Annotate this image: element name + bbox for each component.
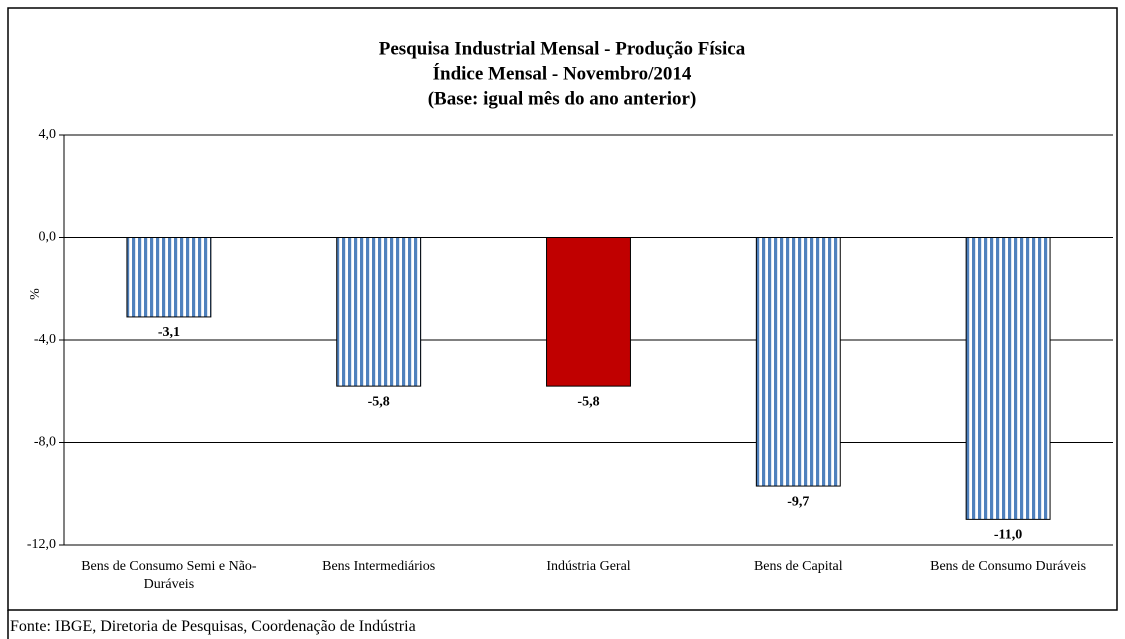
data-label: -5,8	[368, 394, 390, 409]
data-label: -11,0	[994, 528, 1022, 543]
bar	[126, 237, 212, 318]
y-axis-label: %	[28, 288, 43, 300]
bar	[755, 237, 841, 487]
chart-title: (Base: igual mês do ano anterior)	[428, 88, 697, 109]
chart-border	[7, 7, 1118, 611]
y-tick-label: -8,0	[34, 435, 56, 450]
bar	[546, 237, 631, 387]
y-tick-label: -12,0	[27, 537, 56, 552]
y-tick-label: -4,0	[34, 332, 56, 347]
chart-title: Índice Mensal - Novembro/2014	[433, 62, 692, 84]
x-tick-label: Bens de Consumo Duráveis	[930, 559, 1087, 574]
footnote: Fonte: IBGE, Diretoria de Pesquisas, Coo…	[10, 618, 416, 635]
chart-title: Pesquisa Industrial Mensal - Produção Fí…	[379, 38, 746, 59]
x-tick-label: Bens Intermediários	[322, 559, 436, 574]
x-tick-label: Bens de Capital	[753, 559, 843, 574]
y-tick-label: 0,0	[39, 230, 57, 245]
x-tick-label: Bens de Consumo Semi e Não-Duráveis	[81, 559, 257, 592]
bar	[965, 237, 1051, 520]
data-label: -5,8	[577, 394, 599, 409]
data-label: -3,1	[158, 325, 180, 340]
data-label: -9,7	[787, 494, 809, 509]
bar	[336, 237, 422, 387]
y-tick-label: 4,0	[39, 127, 57, 142]
x-tick-label: Indústria Geral	[546, 559, 631, 574]
